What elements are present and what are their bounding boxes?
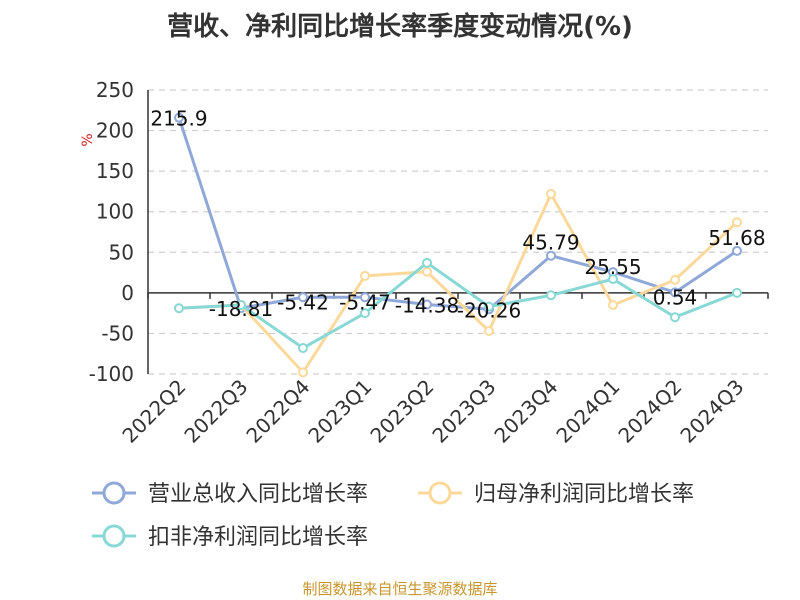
legend-label: 扣非净利润同比增长率: [148, 525, 368, 550]
data-point[interactable]: [174, 112, 184, 123]
y-tick-label: 100: [96, 200, 134, 224]
data-label: -20.26: [457, 298, 521, 322]
data-point[interactable]: [360, 308, 370, 319]
data-point[interactable]: [174, 303, 184, 314]
data-label: 25.55: [584, 255, 641, 279]
y-tick-label: 200: [96, 119, 134, 143]
data-label: 0.54: [653, 285, 698, 309]
x-tick-label: 2024Q2: [613, 375, 686, 448]
data-label: 45.79: [522, 231, 579, 255]
data-point[interactable]: [360, 270, 370, 281]
series-line[interactable]: [177, 117, 738, 311]
x-tick-label: 2022Q3: [179, 375, 252, 448]
legend-item[interactable]: 营业总收入同比增长率: [92, 481, 368, 507]
y-tick-label: -50: [101, 321, 134, 345]
data-point[interactable]: [546, 188, 556, 199]
legend-label: 归母净利润同比增长率: [474, 482, 694, 507]
data-label: 215.9: [150, 107, 207, 131]
legend-marker-icon: [102, 524, 126, 548]
legend-item[interactable]: 扣非净利润同比增长率: [92, 524, 368, 550]
data-label: -14.38: [395, 294, 459, 318]
data-point[interactable]: [546, 290, 556, 301]
data-point[interactable]: [670, 274, 680, 285]
data-point[interactable]: [546, 250, 556, 261]
data-labels: 215.9 -18.81 -5.42 -5.47 -14.38-20.26 45.7925…: [150, 107, 765, 323]
y-tick-label: -100: [89, 362, 134, 386]
x-tick-label: 2022Q4: [241, 375, 314, 448]
data-point[interactable]: [360, 292, 370, 303]
data-point[interactable]: [422, 299, 432, 310]
x-tick-label: 2024Q1: [551, 375, 624, 448]
data-point[interactable]: [670, 287, 680, 298]
series-line[interactable]: [178, 261, 738, 350]
y-tick-label: 0: [121, 281, 134, 305]
data-point[interactable]: [298, 367, 308, 378]
data-label: 51.68: [708, 226, 765, 250]
x-tick-label: 2023Q1: [303, 375, 376, 448]
data-point[interactable]: [608, 274, 618, 285]
data-point[interactable]: [236, 300, 246, 311]
x-tick-label: 2023Q3: [427, 375, 500, 448]
data-point[interactable]: [298, 343, 308, 354]
data-point[interactable]: [732, 217, 742, 228]
y-tick-label: 150: [96, 159, 134, 183]
data-point[interactable]: [298, 292, 308, 303]
legend-marker-icon: [102, 481, 126, 505]
legend-marker-icon: [428, 481, 452, 505]
series-line[interactable]: [178, 192, 739, 374]
x-tick-label: 2023Q2: [365, 375, 438, 448]
legend-item[interactable]: 归母净利润同比增长率: [418, 481, 694, 507]
x-tick-label: 2024Q3: [675, 375, 748, 448]
y-tick-label: 50: [109, 240, 134, 264]
data-point[interactable]: [732, 287, 742, 298]
data-point[interactable]: [608, 300, 618, 311]
series-lines: [174, 112, 742, 378]
x-tick-label: 2023Q4: [489, 375, 562, 448]
data-point[interactable]: [484, 325, 494, 336]
data-point[interactable]: [732, 245, 742, 256]
y-axis-unit: %: [80, 133, 96, 146]
data-label: -5.47: [339, 290, 391, 314]
data-point[interactable]: [422, 257, 432, 268]
data-label: -18.81: [209, 297, 273, 321]
grid-lines: [148, 89, 768, 375]
source-note: 制图数据来自恒生聚源数据库: [302, 580, 498, 598]
data-point[interactable]: [422, 266, 432, 277]
data-point[interactable]: [670, 312, 680, 323]
chart-title: 营收、净利同比增长率季度变动情况(%): [167, 12, 633, 42]
data-point[interactable]: [484, 301, 494, 312]
data-label: -5.42: [277, 290, 329, 314]
legend-label: 营业总收入同比增长率: [148, 482, 368, 507]
y-tick-label: 250: [96, 78, 134, 102]
